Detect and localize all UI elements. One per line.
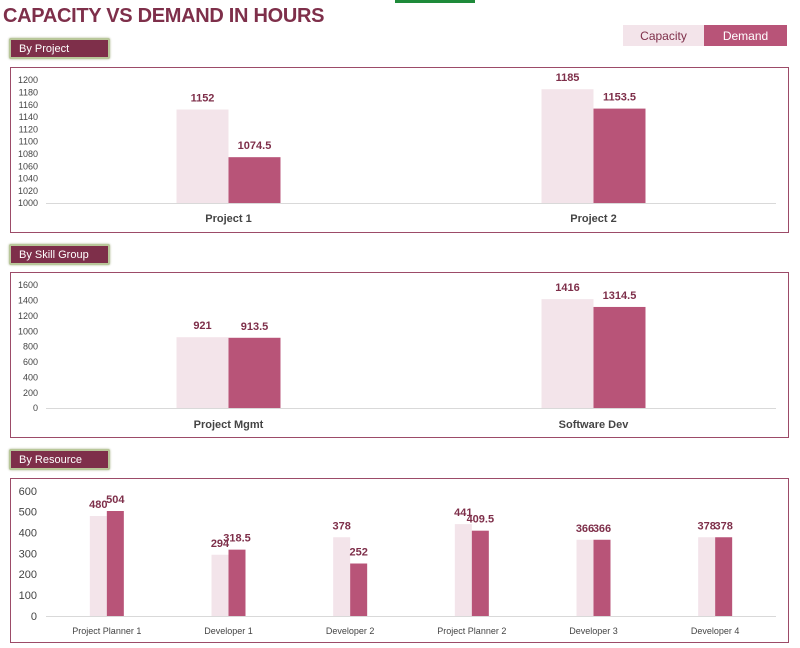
capacity-bar[interactable]	[541, 299, 594, 408]
data-label: 378	[697, 520, 715, 532]
data-label: 366	[593, 523, 611, 535]
data-label: 378	[714, 520, 732, 532]
capacity-bar[interactable]	[211, 554, 229, 616]
y-tick-label: 1100	[19, 137, 38, 147]
y-tick-label: 1060	[18, 161, 38, 171]
top-border-fragment	[395, 0, 475, 3]
capacity-bar[interactable]	[541, 89, 594, 203]
y-tick-label: 200	[19, 569, 37, 581]
data-label: 1152	[191, 93, 215, 105]
y-tick-label: 1200	[18, 75, 38, 85]
y-tick-label: 1040	[18, 174, 38, 184]
legend-capacity[interactable]: Capacity	[623, 25, 704, 46]
y-tick-label: 200	[23, 388, 38, 398]
by-skill-group-button[interactable]: By Skill Group	[9, 244, 110, 265]
project-chart: 1000 1020 1040 1060 1080 1100 1120 1140 1160 1180…	[10, 67, 789, 233]
data-label: 504	[106, 494, 125, 506]
skill-group-chart: 0 200 400 600 800 1000 1200 1400 1600 921 913.5 Pro…	[10, 272, 789, 438]
data-label: 921	[193, 320, 211, 332]
capacity-bar[interactable]	[333, 537, 351, 616]
demand-bar[interactable]	[593, 539, 611, 616]
demand-bar[interactable]	[715, 537, 733, 616]
chart-svg: 1000 1020 1040 1060 1080 1100 1120 1140 1160 1180…	[18, 72, 776, 225]
data-label: 441	[454, 507, 472, 519]
y-tick-label: 1140	[19, 112, 38, 122]
data-label: 366	[576, 523, 594, 535]
y-tick-label: 1080	[18, 149, 38, 159]
by-resource-button[interactable]: By Resource	[9, 449, 110, 470]
y-tick-label: 1200	[18, 311, 38, 321]
demand-bar[interactable]	[228, 337, 281, 408]
data-label: 318.5	[223, 533, 251, 545]
y-tick-label: 100	[19, 590, 37, 602]
resource-chart: 0 100 200 300 400 500 600 480 504 Project Planner…	[10, 478, 789, 643]
category-label: Developer 1	[204, 626, 253, 636]
capacity-bar[interactable]	[576, 539, 594, 616]
demand-bar[interactable]	[228, 549, 246, 616]
data-label: 1153.5	[603, 92, 636, 104]
legend: Capacity Demand	[623, 25, 787, 46]
data-label: 252	[349, 547, 367, 559]
category-label: Developer 3	[569, 626, 618, 636]
y-tick-label: 800	[23, 342, 38, 352]
y-tick-label: 1000	[18, 326, 38, 336]
y-tick-label: 600	[23, 357, 38, 367]
demand-bar[interactable]	[593, 108, 646, 203]
y-tick-label: 1160	[19, 100, 38, 110]
capacity-bar[interactable]	[698, 537, 716, 616]
data-label: 1074.5	[238, 140, 272, 152]
y-tick-label: 600	[19, 486, 37, 498]
data-label: 409.5	[467, 514, 495, 526]
y-tick-label: 300	[19, 548, 37, 560]
y-tick-label: 500	[19, 507, 37, 519]
data-label: 378	[332, 520, 350, 532]
y-tick-label: 1120	[19, 124, 38, 134]
page-title: CAPACITY VS DEMAND IN HOURS	[3, 5, 325, 27]
category-label: Software Dev	[559, 419, 630, 431]
category-label: Developer 4	[691, 626, 740, 636]
capacity-bar[interactable]	[89, 516, 107, 616]
y-tick-label: 1180	[19, 87, 38, 97]
y-tick-label: 0	[33, 403, 38, 413]
by-project-button[interactable]: By Project	[9, 38, 110, 59]
demand-bar[interactable]	[471, 530, 489, 616]
y-tick-label: 400	[23, 372, 38, 382]
category-label: Developer 2	[326, 626, 375, 636]
y-tick-label: 1400	[18, 296, 38, 306]
y-tick-label: 400	[19, 528, 37, 540]
category-label: Project Planner 2	[437, 626, 506, 636]
demand-bar[interactable]	[106, 511, 124, 616]
category-label: Project 1	[205, 213, 251, 225]
data-label: 294	[211, 538, 230, 550]
category-label: Project Planner 1	[72, 626, 141, 636]
y-tick-label: 0	[31, 611, 37, 623]
capacity-bar[interactable]	[176, 109, 229, 203]
demand-bar[interactable]	[350, 563, 368, 617]
capacity-bar[interactable]	[454, 524, 472, 616]
capacity-bar[interactable]	[176, 337, 229, 408]
data-label: 1185	[556, 72, 580, 84]
demand-bar[interactable]	[593, 306, 646, 408]
data-label: 1314.5	[603, 290, 637, 302]
data-label: 480	[89, 499, 107, 511]
y-tick-label: 1020	[18, 186, 38, 196]
chart-svg: 0 200 400 600 800 1000 1200 1400 1600 921 913.5 Pro…	[18, 280, 776, 431]
category-label: Project Mgmt	[194, 419, 264, 431]
demand-bar[interactable]	[228, 157, 281, 203]
y-tick-label: 1600	[18, 280, 38, 290]
legend-demand[interactable]: Demand	[704, 25, 787, 46]
data-label: 1416	[555, 282, 579, 294]
category-label: Project 2	[570, 213, 616, 225]
y-tick-label: 1000	[18, 198, 38, 208]
data-label: 913.5	[241, 321, 269, 333]
